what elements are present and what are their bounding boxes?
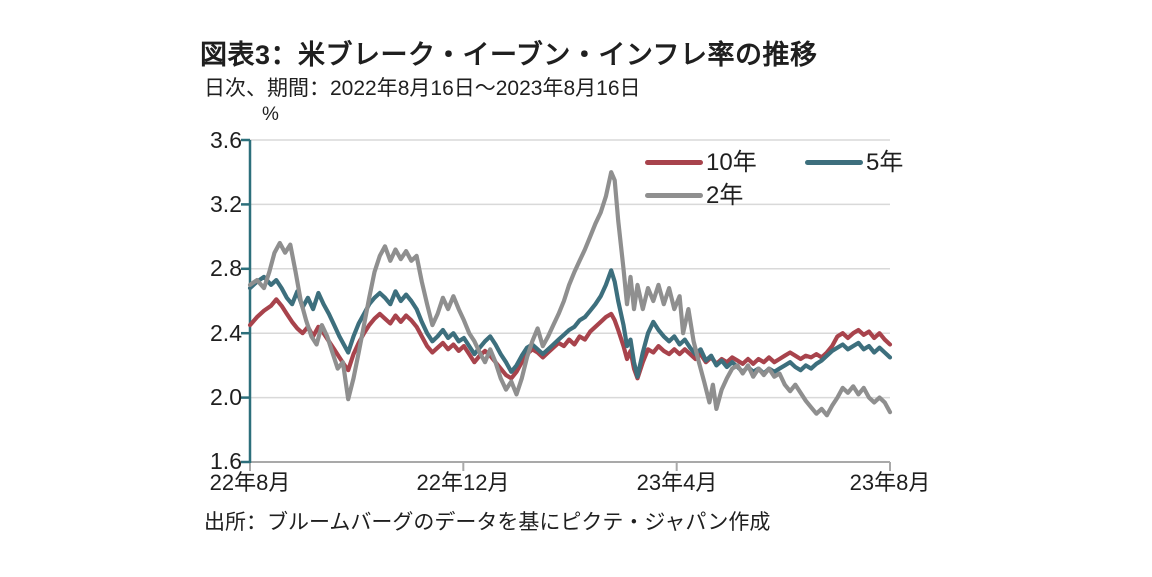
legend-swatch-5y xyxy=(805,160,863,165)
source-note: 出所：ブルームバーグのデータを基にピクテ・ジャパン作成 xyxy=(204,511,771,534)
x-tick-label-apr23: 23年4月 xyxy=(636,470,718,495)
y-tick-label-2-4: 2.4 xyxy=(210,320,242,346)
x-tick-label-dec22: 22年12月 xyxy=(416,470,510,495)
y-tick-label-3-2: 3.2 xyxy=(210,191,242,217)
series-line-2 xyxy=(247,170,893,418)
y-tick-label-2-0: 2.0 xyxy=(210,384,242,410)
x-tick-label-aug23: 23年8月 xyxy=(849,470,931,495)
x-tick-label-aug22: 22年8月 xyxy=(209,470,291,495)
y-tick-label-3-6: 3.6 xyxy=(210,127,242,153)
y-axis-unit-label: % xyxy=(262,104,279,125)
chart-subtitle: 日次、期間：2022年8月16日～2023年8月16日 xyxy=(204,77,641,100)
y-tick-label-2-8: 2.8 xyxy=(210,255,242,281)
legend-label-2y: 2年 xyxy=(706,182,744,209)
legend-label-10y: 10年 xyxy=(706,149,757,176)
legend-swatch-10y xyxy=(645,160,703,165)
chart-title: 図表3：米ブレーク・イーブン・インフレ率の推移 xyxy=(200,40,818,70)
legend-swatch-2y xyxy=(645,193,703,198)
legend-label-5y: 5年 xyxy=(866,149,904,176)
y-tick-label-1-6: 1.6 xyxy=(210,448,242,474)
series-line-1 xyxy=(247,268,893,379)
